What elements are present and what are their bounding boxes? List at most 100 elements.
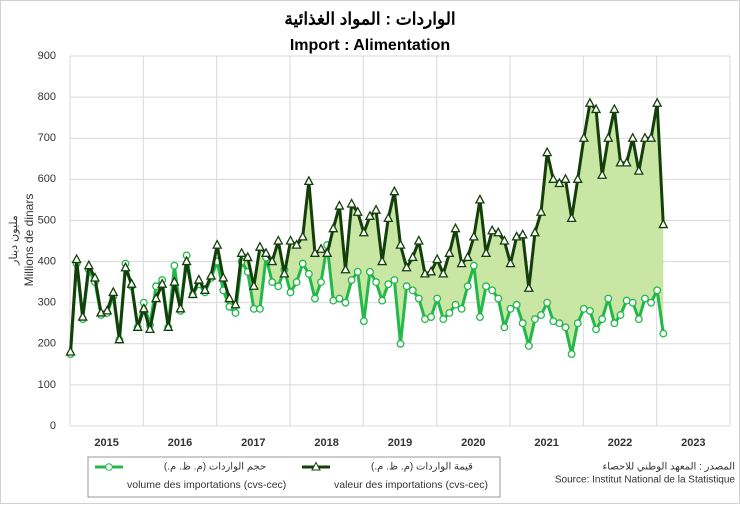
point [627, 132, 638, 142]
legend-marker [105, 463, 113, 471]
point [543, 298, 552, 307]
point [71, 253, 82, 264]
point [303, 175, 314, 186]
point [242, 251, 253, 262]
point [395, 239, 406, 249]
legend-entry: قيمة الواردات (م. ظ. م.) valeur des impor… [302, 461, 488, 491]
point [414, 294, 423, 303]
point [482, 282, 491, 291]
point [652, 97, 663, 107]
point [475, 313, 484, 322]
point [224, 292, 235, 303]
point [65, 346, 76, 356]
point [425, 265, 437, 276]
point [444, 247, 455, 257]
y-tick-label: 900 [38, 50, 56, 62]
point [659, 329, 668, 338]
point [102, 305, 113, 315]
point [572, 173, 583, 183]
point [456, 257, 467, 268]
point [120, 261, 131, 272]
point [621, 157, 632, 167]
point [604, 294, 613, 303]
point [150, 292, 162, 303]
point [468, 231, 479, 241]
point [462, 251, 473, 262]
point [205, 270, 217, 280]
y-tick-label: 500 [38, 214, 56, 226]
x-tick-label: 2019 [388, 437, 412, 449]
y-tick-label: 200 [38, 338, 56, 350]
point [548, 173, 559, 183]
point [341, 298, 350, 307]
point [530, 315, 539, 324]
x-tick-label: 2016 [168, 437, 192, 449]
point [542, 146, 553, 157]
point [401, 261, 412, 272]
point [639, 132, 651, 142]
point [285, 235, 296, 245]
point [231, 308, 240, 317]
point [506, 304, 515, 313]
point [273, 235, 284, 245]
legend-label: حجم الواردات (م. ظ. م.) [164, 462, 266, 473]
point [640, 294, 649, 303]
y-tick-label: 0 [50, 420, 56, 432]
point [389, 185, 400, 196]
point [615, 157, 626, 167]
chart-title: الواردات : المواد الغذائية [284, 9, 455, 29]
point [628, 298, 637, 307]
point [390, 276, 399, 285]
point [524, 341, 533, 350]
point [334, 200, 345, 210]
point [260, 247, 272, 257]
point [364, 210, 376, 220]
legend-label-fr: valeur des importations (cvs-cec) [334, 479, 488, 491]
point [377, 255, 388, 266]
legend-label-fr: volume des importations (cvs-cec) [127, 479, 286, 491]
point [517, 228, 528, 239]
point [268, 278, 277, 287]
point [193, 274, 204, 284]
point [537, 311, 546, 319]
point [555, 319, 564, 328]
point [346, 198, 357, 208]
point [315, 243, 327, 253]
point [267, 255, 278, 266]
point [451, 300, 460, 309]
point [138, 302, 149, 313]
point [304, 269, 313, 278]
point [450, 222, 461, 233]
point [645, 132, 657, 142]
y-tick-label: 800 [38, 91, 56, 103]
point [383, 212, 394, 223]
source-fr: Source: Institut National de la Statisti… [555, 475, 736, 486]
point [358, 226, 369, 237]
point [487, 224, 498, 235]
point [175, 302, 186, 313]
point [647, 298, 656, 307]
point [212, 239, 223, 249]
point [317, 278, 326, 287]
point [573, 319, 582, 328]
point [199, 284, 211, 294]
point [384, 280, 393, 289]
point [365, 267, 374, 276]
point [310, 294, 319, 303]
point [322, 247, 333, 257]
point [407, 251, 418, 262]
x-tick-label: 2022 [608, 437, 632, 449]
point [445, 308, 454, 317]
point [396, 339, 405, 348]
point [499, 235, 510, 245]
point [590, 103, 602, 114]
point [89, 272, 101, 282]
legend-box [87, 456, 501, 498]
point [255, 304, 264, 313]
point [218, 272, 229, 282]
point [370, 204, 382, 214]
point [236, 247, 247, 257]
point [274, 282, 283, 291]
point [286, 288, 295, 297]
